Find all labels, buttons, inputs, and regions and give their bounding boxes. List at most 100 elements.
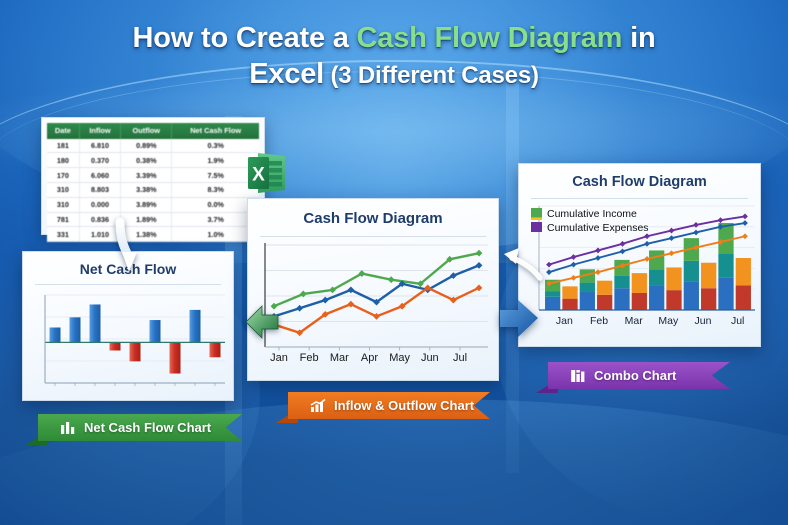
- legend-swatch: [531, 208, 542, 218]
- line-marker: [644, 233, 650, 240]
- table-cell-outflow: 3.89%: [120, 197, 173, 213]
- x-tick-label: Jul: [731, 315, 744, 327]
- stacked-bar-segment: [666, 267, 682, 291]
- stacked-bar-segment: [718, 223, 734, 254]
- line-marker: [619, 262, 626, 269]
- table-cell-net: 1.9%: [171, 152, 259, 169]
- ribbon-combo-chart[interactable]: Combo Chart: [548, 362, 730, 389]
- data-point-marker: [387, 276, 395, 284]
- background-arc-line: [0, 60, 788, 176]
- inflow-outflow-series: [270, 249, 483, 337]
- table-cell-date: 310: [47, 182, 80, 198]
- table-cell-inflow: 8.803: [79, 182, 122, 198]
- combo-title-rule: [531, 198, 748, 199]
- title-line-2: Excel (3 Different Cases): [0, 56, 788, 94]
- data-point-marker: [417, 280, 424, 288]
- stacked-bar-segment: [614, 275, 630, 289]
- stacked-bar-segment: [718, 277, 734, 310]
- title-text-part1: How to Create a: [132, 22, 357, 54]
- table-cell-inflow: 6.810: [79, 138, 122, 154]
- x-tick-label: Feb: [300, 352, 319, 364]
- line-marker: [644, 240, 650, 247]
- x-tick-label: May: [658, 315, 679, 327]
- series-line: [272, 264, 481, 318]
- stacked-bar-segment: [683, 260, 699, 282]
- stacked-bar-segment: [631, 273, 647, 293]
- line-chart-icon: [310, 398, 326, 414]
- stacked-bar-segment: [631, 292, 647, 310]
- series-line: [272, 251, 481, 308]
- net-cash-flow-bar: [209, 342, 221, 358]
- stacked-bar-segment: [735, 258, 751, 286]
- combo-chart-plot: Jan Feb Mar May Jun Jul Cumulative IncomeCumu…: [531, 205, 755, 327]
- stacked-bar-segment: [545, 296, 561, 310]
- data-point-marker: [475, 262, 483, 269]
- net-cash-flow-bar: [129, 342, 141, 362]
- ribbon-label-net-cash-flow-chart: Net Cash Flow Chart: [84, 420, 212, 435]
- title-subtext-cases: (3 Different Cases): [324, 62, 539, 89]
- table-cell-outflow: 0.38%: [120, 152, 173, 169]
- data-point-marker: [296, 304, 304, 312]
- table-row: 781 0.836 1.89% 3.7%: [47, 212, 259, 228]
- net-cash-flow-bar: [49, 327, 61, 343]
- table-cell-outflow: 3.38%: [120, 182, 173, 198]
- data-point-marker: [358, 270, 366, 277]
- line-marker: [546, 269, 552, 276]
- inflow-outflow-plot: Jan Feb Mar Apr May Jun Jul: [264, 243, 488, 364]
- table-cell-outflow: 0.89%: [120, 138, 173, 154]
- stacked-bar-segment: [701, 288, 717, 310]
- table-header-net-cash-flow: Net Cash Flow: [171, 123, 259, 139]
- stacked-bar-segment: [701, 262, 717, 289]
- table-cell-inflow: 0.836: [79, 212, 122, 228]
- table-cell-inflow: 1.010: [79, 226, 122, 243]
- legend-swatch: [531, 222, 542, 232]
- net-cash-flow-bar: [109, 342, 121, 351]
- line-marker: [546, 280, 552, 287]
- ribbon-inflow-outflow-chart[interactable]: Inflow & Outflow Chart: [288, 392, 490, 419]
- x-tick-label: Apr: [361, 352, 378, 364]
- stacked-bar-segment: [579, 282, 595, 292]
- table-header-row: Date Inflow Outflow Net Cash Flow: [47, 123, 259, 139]
- inflow-outflow-x-tick-labels: Jan Feb Mar Apr May Jun Jul: [270, 347, 467, 364]
- combo-legend: Cumulative Income Cumulative Expenses: [531, 208, 649, 234]
- table-cell-date: 170: [47, 167, 80, 183]
- line-marker: [570, 274, 577, 281]
- line-marker: [717, 217, 724, 224]
- title-highlight-excel: Excel: [249, 58, 325, 90]
- line-marker: [693, 229, 699, 236]
- stacked-bar-segment: [562, 286, 578, 299]
- table-header-date: Date: [47, 123, 80, 139]
- data-point-marker: [270, 302, 278, 310]
- table-cell-date: 331: [47, 226, 80, 243]
- line-marker: [668, 227, 675, 234]
- combo-chart-card: Cash Flow Diagram Jan Feb Mar May Jun Jul Cum…: [518, 163, 761, 347]
- data-point-marker: [321, 296, 329, 304]
- combo-chart-icon: [570, 368, 586, 384]
- data-point-marker: [475, 284, 483, 292]
- data-point-marker: [449, 296, 457, 304]
- x-tick-label: Jul: [453, 352, 467, 364]
- legend-label: Cumulative Income: [547, 208, 637, 220]
- line-marker: [570, 261, 577, 268]
- stacked-bar-segment: [649, 269, 665, 286]
- x-tick-label: Jan: [556, 315, 573, 327]
- table-row: 180 0.370 0.38% 1.9%: [47, 152, 259, 169]
- table-header-outflow: Outflow: [120, 123, 173, 139]
- table-cell-outflow: 1.89%: [120, 212, 173, 228]
- stacked-bar-segment: [579, 269, 595, 283]
- table-row: 170 6.060 3.39% 7.5%: [47, 167, 259, 183]
- excel-logo-letter: X: [252, 165, 265, 186]
- data-point-marker: [475, 249, 483, 257]
- bar-chart-icon: [60, 420, 76, 436]
- line-marker: [570, 254, 577, 260]
- stacked-bar-segment: [597, 294, 613, 310]
- combo-x-tick-labels: Jan Feb Mar May Jun Jul: [556, 315, 745, 327]
- stacked-bar-segment: [718, 253, 734, 278]
- ribbon-net-cash-flow-chart[interactable]: Net Cash Flow Chart: [38, 414, 242, 441]
- data-point-marker: [270, 313, 278, 320]
- table-row: 310 8.803 3.38% 8.3%: [47, 182, 259, 198]
- table-row: 181 6.810 0.89% 0.3%: [47, 138, 259, 154]
- combo-lines: [546, 213, 748, 287]
- line-marker: [668, 235, 675, 242]
- stacked-bar-segment: [545, 279, 561, 292]
